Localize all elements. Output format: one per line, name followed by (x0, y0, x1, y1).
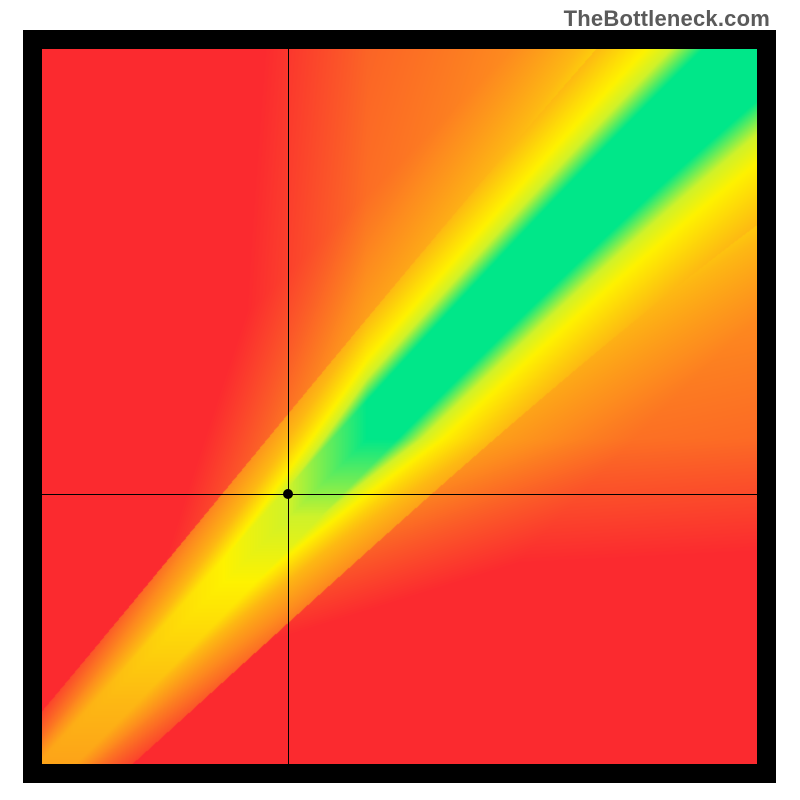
crosshair-vertical (288, 49, 289, 764)
heatmap-canvas (42, 49, 757, 764)
watermark-text: TheBottleneck.com (564, 6, 770, 32)
chart-frame (23, 30, 776, 783)
crosshair-horizontal (42, 494, 757, 495)
heatmap-plot (42, 49, 757, 764)
figure-wrapper: TheBottleneck.com (0, 0, 800, 800)
crosshair-marker (283, 489, 293, 499)
